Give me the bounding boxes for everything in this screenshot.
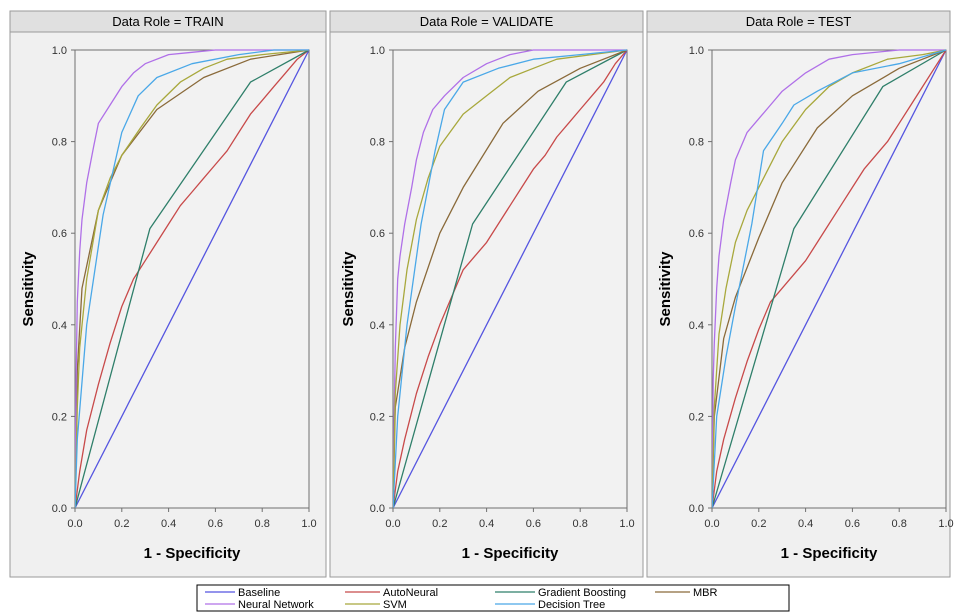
y-tick-label: 0.2 [689, 411, 704, 423]
series-line-mbr [712, 49, 947, 508]
x-tick-label: 1.0 [938, 518, 953, 530]
x-tick-label: 0.8 [255, 518, 270, 530]
series-line-svm [393, 49, 628, 508]
y-tick-label: 0.4 [689, 320, 704, 332]
y-tick-label: 0.4 [52, 320, 67, 332]
series-line-autoneural [712, 49, 947, 508]
x-tick-label: 0.0 [385, 518, 400, 530]
series-group [393, 49, 628, 508]
series-group [75, 49, 310, 508]
y-tick-label: 0.8 [370, 137, 385, 149]
x-tick-label: 0.0 [704, 518, 719, 530]
chart-panel-1: Data Role = VALIDATE 0.0 0.2 0.4 0.6 0.8 1.0 0.… [329, 10, 644, 578]
series-line-autoneural [75, 49, 310, 508]
series-line-neural-network [712, 49, 946, 508]
y-tick-label: 0.6 [52, 228, 67, 240]
y-tick-label: 0.6 [689, 228, 704, 240]
y-tick-label: 0.2 [370, 411, 385, 423]
legend-label: Gradient Boosting [538, 587, 626, 599]
x-tick-label: 0.6 [526, 518, 541, 530]
x-tick-label: 0.8 [892, 518, 907, 530]
series-line-baseline [393, 49, 628, 508]
series-line-neural-network [393, 49, 627, 508]
x-axis-label: 1 - Specificity [781, 545, 878, 562]
x-tick-label: 0.0 [67, 518, 82, 530]
series-line-decision-tree [75, 49, 309, 508]
panel-header [646, 10, 951, 33]
x-tick-label: 1.0 [619, 518, 634, 530]
legend-item-baseline: Baseline [205, 587, 280, 599]
series-line-mbr [393, 49, 628, 508]
y-tick-label: 1.0 [370, 45, 385, 57]
series-group [712, 49, 947, 508]
series-line-decision-tree [712, 49, 947, 508]
legend-item-autoneural: AutoNeural [345, 587, 438, 599]
series-line-baseline [75, 49, 310, 508]
legend-item-mbr: MBR [655, 587, 718, 599]
legend-label: Decision Tree [538, 599, 605, 611]
x-tick-label: 0.4 [798, 518, 813, 530]
y-axis-label: Sensitivity [340, 251, 357, 327]
series-line-gradient-boosting [712, 49, 947, 508]
y-tick-label: 1.0 [52, 45, 67, 57]
x-tick-label: 0.6 [208, 518, 223, 530]
chart-legend: Baseline AutoNeural Gradient Boosting MBR Ne… [196, 584, 790, 612]
x-tick-label: 0.2 [432, 518, 447, 530]
y-tick-label: 1.0 [689, 45, 704, 57]
legend-label: MBR [693, 587, 718, 599]
x-axis-label: 1 - Specificity [462, 545, 559, 562]
series-line-svm [712, 49, 947, 508]
y-tick-label: 0.8 [689, 137, 704, 149]
y-tick-label: 0.0 [52, 503, 67, 515]
x-tick-label: 0.4 [161, 518, 176, 530]
legend-label: AutoNeural [383, 587, 438, 599]
legend-item-decision-tree: Decision Tree [495, 599, 605, 611]
x-axis-label: 1 - Specificity [144, 545, 241, 562]
series-line-gradient-boosting [75, 49, 310, 508]
chart-panel-0: Data Role = TRAIN 0.0 0.2 0.4 0.6 0.8 1.0 0.0 0.… [9, 10, 327, 578]
x-tick-label: 0.2 [114, 518, 129, 530]
x-tick-label: 0.8 [573, 518, 588, 530]
legend-item-neural-network: Neural Network [205, 599, 314, 611]
x-tick-label: 0.2 [751, 518, 766, 530]
panel-title: Data Role = TEST [746, 14, 852, 29]
legend-box [196, 584, 790, 612]
legend-item-svm: SVM [345, 599, 407, 611]
y-tick-label: 0.4 [370, 320, 385, 332]
series-line-gradient-boosting [393, 49, 628, 508]
chart-panel-2: Data Role = TEST 0.0 0.2 0.4 0.6 0.8 1.0 0.0 0.2… [646, 10, 954, 578]
x-tick-label: 1.0 [301, 518, 316, 530]
y-tick-label: 0.0 [689, 503, 704, 515]
y-tick-label: 0.8 [52, 137, 67, 149]
x-tick-label: 0.6 [845, 518, 860, 530]
x-tick-label: 0.4 [479, 518, 494, 530]
legend-label: SVM [383, 599, 407, 611]
series-line-baseline [712, 49, 947, 508]
series-line-decision-tree [393, 49, 628, 508]
series-line-svm [75, 49, 310, 508]
series-line-neural-network [75, 49, 309, 508]
legend-label: Neural Network [238, 599, 314, 611]
panel-header [9, 10, 327, 33]
panel-title: Data Role = VALIDATE [420, 14, 554, 29]
legend-label: Baseline [238, 587, 280, 599]
y-tick-label: 0.2 [52, 411, 67, 423]
y-tick-label: 0.6 [370, 228, 385, 240]
panel-title: Data Role = TRAIN [112, 14, 223, 29]
y-axis-label: Sensitivity [20, 251, 37, 327]
y-axis-label: Sensitivity [657, 251, 674, 327]
panel-header [329, 10, 644, 33]
legend-item-gradient-boosting: Gradient Boosting [495, 587, 626, 599]
y-tick-label: 0.0 [370, 503, 385, 515]
series-line-autoneural [393, 49, 628, 508]
